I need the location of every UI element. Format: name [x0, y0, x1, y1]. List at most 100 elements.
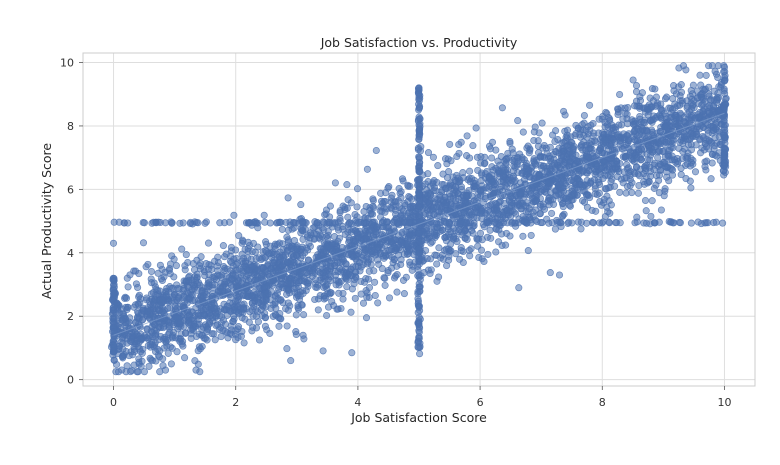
data-point [720, 153, 728, 161]
data-point [337, 304, 345, 313]
data-point [181, 354, 189, 362]
data-point [513, 160, 521, 168]
data-point [400, 290, 408, 298]
data-point [633, 154, 641, 162]
data-point [416, 211, 424, 219]
data-point [140, 368, 148, 376]
data-point [672, 90, 680, 98]
data-point [720, 63, 729, 71]
data-point [526, 146, 534, 154]
data-point [415, 128, 423, 136]
data-point [445, 252, 453, 260]
data-point [414, 290, 422, 298]
data-point [636, 112, 644, 121]
data-point [369, 202, 377, 210]
data-point [661, 123, 669, 131]
data-point [374, 299, 382, 307]
data-point [479, 186, 487, 194]
data-point [243, 266, 251, 274]
data-point [393, 288, 401, 296]
data-point [156, 368, 164, 376]
data-point [449, 234, 458, 242]
data-point [624, 136, 632, 144]
y-tick-label: 8 [67, 120, 74, 133]
data-point [719, 131, 727, 139]
data-point [672, 113, 680, 122]
data-point [442, 245, 450, 253]
data-point [200, 312, 208, 320]
data-point [621, 109, 629, 117]
data-point [562, 142, 570, 151]
data-point [165, 266, 173, 274]
data-point [305, 239, 313, 247]
data-point [254, 318, 262, 326]
data-point [161, 366, 170, 374]
data-point [373, 223, 381, 231]
data-point [345, 236, 354, 244]
data-point [589, 119, 597, 128]
data-point [447, 228, 455, 236]
data-point [476, 209, 484, 217]
data-point [616, 90, 624, 99]
data-point [386, 246, 394, 254]
data-point [514, 117, 522, 125]
data-point [269, 312, 277, 320]
x-tick-label: 0 [110, 396, 117, 409]
data-points [107, 62, 730, 376]
data-point [225, 306, 233, 314]
data-point [676, 219, 684, 227]
data-point [415, 97, 423, 105]
data-point [622, 189, 630, 197]
data-point [464, 176, 472, 184]
data-point [710, 219, 718, 227]
data-point [110, 218, 118, 226]
data-point [701, 97, 709, 106]
data-point [372, 146, 380, 155]
data-point [492, 225, 500, 233]
data-point [309, 269, 317, 277]
data-point [167, 284, 175, 292]
data-point [465, 246, 473, 254]
data-point [610, 159, 618, 168]
data-point [657, 206, 665, 214]
data-point [288, 225, 296, 233]
data-point [605, 218, 613, 226]
data-point [284, 236, 292, 244]
data-point [669, 219, 677, 227]
data-point [615, 121, 623, 129]
data-point [264, 289, 272, 297]
data-point [415, 198, 423, 206]
data-point [606, 209, 614, 217]
data-point [442, 219, 450, 227]
data-point [110, 356, 118, 364]
data-point [293, 245, 301, 253]
data-point [347, 199, 355, 207]
data-point [439, 170, 447, 178]
data-point [551, 165, 559, 173]
trend-line [113, 112, 725, 336]
data-point [164, 349, 172, 357]
data-point [194, 309, 202, 317]
data-point [721, 77, 729, 85]
data-point [651, 159, 659, 167]
data-point [188, 315, 196, 323]
data-point [248, 262, 257, 270]
data-point [404, 182, 412, 190]
data-point [110, 343, 118, 352]
data-point [624, 120, 632, 128]
data-point [652, 93, 660, 101]
data-point [319, 269, 327, 277]
data-point [576, 133, 585, 141]
data-point [385, 294, 394, 302]
data-point [339, 255, 347, 263]
data-point [528, 194, 536, 202]
data-point [611, 182, 619, 190]
data-point [196, 281, 204, 289]
data-point [722, 100, 730, 108]
data-point [473, 234, 481, 242]
data-point [275, 322, 283, 330]
data-point [176, 219, 184, 227]
data-point [359, 299, 368, 307]
data-point [294, 301, 302, 309]
data-point [363, 165, 371, 173]
